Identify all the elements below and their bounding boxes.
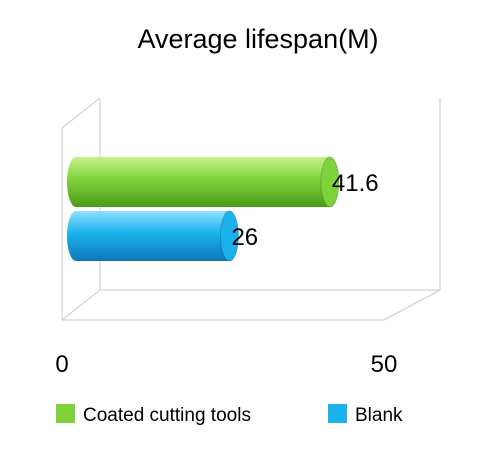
legend-item-coated-cutting-tools: Coated cutting tools	[56, 404, 251, 426]
plot-frame	[61, 97, 441, 321]
floor-left-depth-edge	[61, 289, 101, 321]
legend-swatch	[328, 404, 347, 423]
bar-end-cap	[320, 156, 340, 208]
bar-body	[67, 157, 339, 207]
legend-item-blank: Blank	[328, 404, 403, 426]
data-label: 26	[231, 224, 258, 251]
legend-label: Blank	[355, 405, 403, 426]
legend: Coated cutting tools Blank	[56, 404, 403, 426]
bar-end-cap	[219, 210, 239, 262]
data-label: 41.6	[332, 170, 379, 197]
x-tick-label-min: 0	[55, 351, 68, 378]
legend-swatch	[56, 404, 75, 423]
x-tick-label-max: 50	[371, 351, 398, 378]
bars: 41.6 26	[67, 156, 379, 262]
bar-body	[67, 211, 239, 261]
bar-blank	[67, 210, 239, 262]
chart-title: Average lifespan(M)	[137, 24, 378, 54]
bar-coated-cutting-tools	[67, 156, 340, 208]
floor-right-depth-edge	[383, 289, 441, 321]
top-left-depth-edge	[61, 97, 101, 129]
legend-label: Coated cutting tools	[83, 405, 251, 426]
